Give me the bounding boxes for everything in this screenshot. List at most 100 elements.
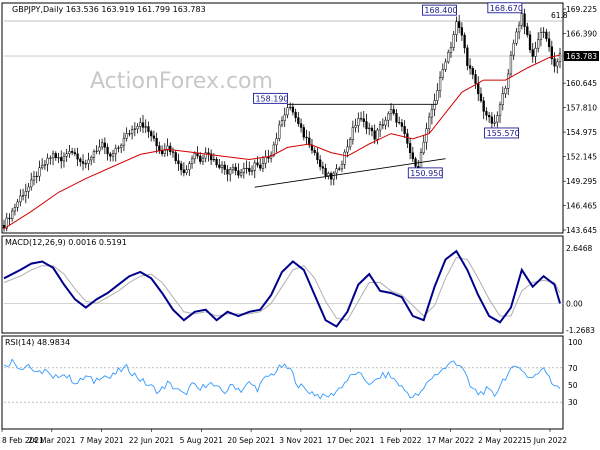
current-price-box [564,51,599,62]
candle-body [30,179,33,188]
candle-body [425,128,428,143]
candle-body [190,158,194,164]
x-tick-label: 17 Dec 2021 [327,436,375,445]
candle-body [520,13,523,26]
candle-body [378,124,382,131]
candle-body [231,166,235,170]
candle-body [128,133,131,135]
x-tick-label: 8 Feb 2021 [2,436,44,445]
x-tick-label: 24 Mar 2021 [28,436,76,445]
candle-body [174,152,177,161]
candle-body [267,156,270,159]
candle-body [253,162,256,171]
candle-body [207,152,210,155]
candle-body [239,172,243,176]
candle-body [21,195,25,197]
price-tick-label: 169.225 [566,5,597,14]
candle-body [460,27,464,36]
candle-body [289,106,292,108]
candle-body [103,142,106,148]
candle-body [152,135,156,139]
candle-body [335,168,338,174]
candle-body [111,153,115,157]
candle-body [160,150,164,155]
candle-body [248,167,251,172]
candle-body [226,169,229,175]
candle-body [209,153,213,161]
candle-body [95,150,98,152]
candle-body [351,127,355,140]
chart-header: GBPJPY,Daily 163.536 163.919 161.799 163… [12,5,206,14]
candle-body [433,100,436,110]
candle-body [109,153,112,157]
candle-body [106,146,109,155]
price-tick-label: 160.645 [566,79,597,88]
candle-body [449,47,453,53]
candle-body [302,127,305,138]
rsi-tick-label: 70 [568,364,578,373]
price-annotation-box [484,127,519,139]
candle-body [387,113,390,121]
candle-body [62,156,66,162]
candle-body [482,100,485,112]
watermark: ActionForex.com [90,69,273,94]
candle-body [250,170,254,172]
candle-body [414,158,417,167]
candle-body [338,168,341,170]
candle-body [370,127,374,132]
price-tick-label: 157.810 [566,104,597,113]
candle-body [70,151,74,153]
candle-body [504,88,507,94]
candle-body [400,122,404,127]
macd-tick-label: 0.00 [566,299,583,308]
candle-body [368,127,371,130]
candle-body [139,122,142,127]
candle-body [534,47,537,57]
candle-body [201,157,205,162]
candle-body [229,169,232,175]
candle-body [68,151,71,154]
candle-body [27,186,30,192]
rsi-line [3,358,561,400]
candle-body [280,120,284,126]
candle-body [43,163,47,166]
price-panel [1,2,564,234]
candle-body [408,143,412,153]
candle-body [357,118,360,126]
candle-body [264,156,267,164]
price-annotation-box [422,4,457,16]
candle-body [359,118,363,120]
candle-body [512,43,515,56]
price-tick-label: 154.975 [566,128,597,137]
macd-signal-line [3,256,561,321]
candle-body [321,166,325,169]
candle-body [163,150,166,155]
candle-body [395,113,398,123]
candle-body [245,167,248,170]
candle-body [133,128,136,130]
candle-body [38,167,41,177]
candle-body [354,125,357,128]
candle-body [193,153,196,160]
candle-body [556,61,559,67]
candle-body [130,129,134,135]
rsi-label: RSI(14) 48.9834 [5,338,70,347]
candle-body [313,150,316,153]
candle-body [90,157,93,161]
candle-body [117,147,120,149]
candle-body [16,201,19,208]
candle-body [343,151,346,165]
x-tick-label: 17 Mar 2022 [427,436,475,445]
candle-body [493,121,496,124]
candle-body [180,163,183,171]
candle-body [324,168,327,176]
x-tick-label: 20 Sep 2021 [227,436,275,445]
candle-body [46,157,49,165]
candle-body [141,122,145,128]
candle-body [539,32,543,41]
support-trend-line [254,158,446,188]
candle-body [60,157,63,162]
price-annotation-label: 158.190 [255,94,288,103]
candle-body [501,93,504,106]
